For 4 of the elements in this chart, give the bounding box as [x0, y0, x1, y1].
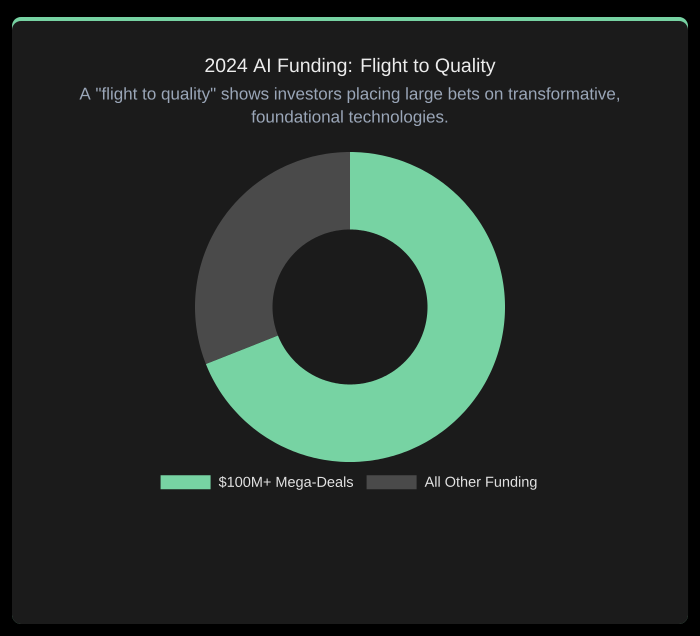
- legend-label: All Other Funding: [424, 476, 536, 490]
- legend-label: $100M+ Mega-Deals: [218, 476, 354, 490]
- chart-title: 2024 AI Funding: Flight to Quality: [205, 58, 496, 76]
- chart-subtitle: A "flight to quality" shows investors placing large bets on transformative, foundational technologies.: [79, 87, 620, 126]
